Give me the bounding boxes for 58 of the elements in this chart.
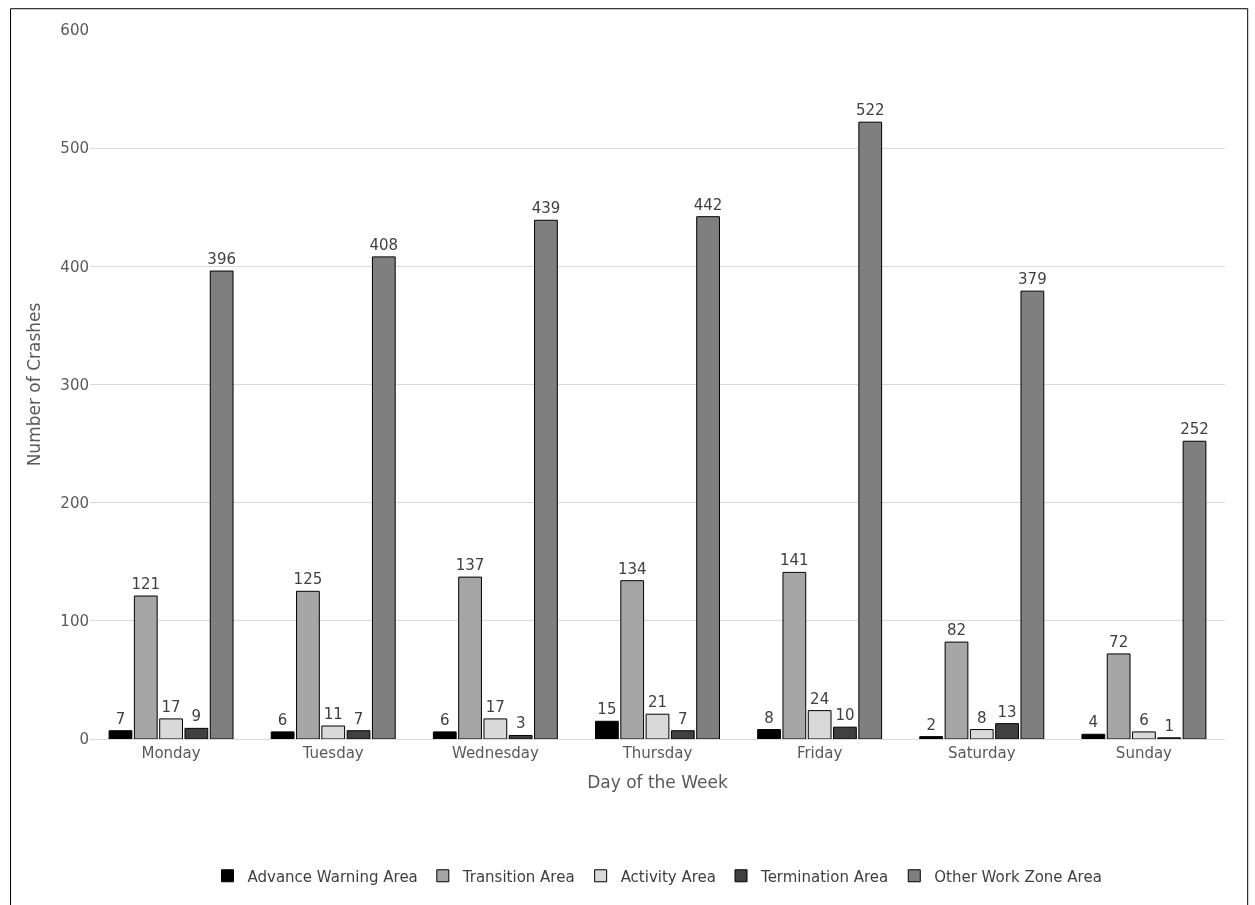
data-label: 15 bbox=[597, 700, 617, 719]
bar bbox=[1081, 733, 1106, 739]
data-label: 1 bbox=[1164, 716, 1174, 735]
x-tick-label: Monday bbox=[141, 744, 201, 762]
data-label: 134 bbox=[617, 559, 647, 578]
x-tick-label: Friday bbox=[796, 744, 843, 762]
data-label: 24 bbox=[810, 689, 830, 708]
x-tick-label: Sunday bbox=[1115, 744, 1173, 762]
data-label: 17 bbox=[485, 697, 505, 716]
y-tick-label: 600 bbox=[60, 21, 89, 40]
y-tick-label: 400 bbox=[60, 257, 89, 276]
data-label: 6 bbox=[440, 710, 450, 729]
data-label: 11 bbox=[323, 705, 343, 723]
data-label: 439 bbox=[531, 199, 561, 218]
x-tick-label: Saturday bbox=[947, 744, 1016, 762]
data-label: 17 bbox=[161, 697, 181, 716]
y-tick-label: 100 bbox=[60, 612, 89, 631]
data-label: 21 bbox=[647, 693, 668, 712]
y-tick-label: 200 bbox=[60, 493, 89, 512]
data-label: 72 bbox=[1109, 632, 1129, 651]
data-label: 252 bbox=[1180, 420, 1209, 439]
data-label: 9 bbox=[191, 707, 202, 726]
bar bbox=[209, 270, 234, 739]
data-label: 10 bbox=[835, 706, 855, 725]
data-label: 6 bbox=[1139, 710, 1149, 729]
data-label: 7 bbox=[115, 709, 126, 728]
legend-label: Transition Area bbox=[461, 867, 575, 886]
data-label: 137 bbox=[455, 556, 485, 575]
data-label: 442 bbox=[693, 195, 723, 214]
data-label: 6 bbox=[277, 710, 288, 729]
data-label: 8 bbox=[764, 708, 774, 727]
x-tick-label: Thursday bbox=[621, 744, 693, 762]
data-label: 4 bbox=[1088, 713, 1099, 732]
data-label: 379 bbox=[1018, 270, 1047, 289]
data-label: 8 bbox=[977, 708, 987, 727]
data-label: 125 bbox=[293, 570, 323, 589]
data-label: 141 bbox=[780, 551, 809, 570]
legend-label: Termination Area bbox=[760, 867, 889, 886]
data-label: 82 bbox=[946, 621, 967, 640]
data-label: 2 bbox=[926, 715, 936, 734]
data-label: 13 bbox=[997, 702, 1017, 721]
legend-label: Advance Warning Area bbox=[247, 867, 418, 886]
data-label: 7 bbox=[678, 709, 688, 728]
data-label: 408 bbox=[369, 235, 399, 254]
y-tick-label: 500 bbox=[60, 139, 89, 158]
y-tick-label: 0 bbox=[79, 730, 89, 749]
x-tick-label: Tuesday bbox=[301, 744, 364, 762]
data-label: 7 bbox=[353, 709, 364, 728]
y-tick-label: 300 bbox=[60, 375, 89, 394]
legend-label: Activity Area bbox=[620, 867, 717, 886]
x-tick-label: Wednesday bbox=[451, 744, 539, 762]
y-axis-title: Number of Crashes bbox=[23, 302, 44, 467]
data-label: 121 bbox=[131, 575, 161, 594]
x-axis-title: Day of the Week bbox=[587, 772, 728, 793]
data-label: 396 bbox=[207, 250, 236, 269]
legend-label: Other Work Zone Area bbox=[934, 867, 1102, 886]
data-label: 3 bbox=[515, 714, 526, 733]
data-label: 522 bbox=[855, 101, 885, 120]
